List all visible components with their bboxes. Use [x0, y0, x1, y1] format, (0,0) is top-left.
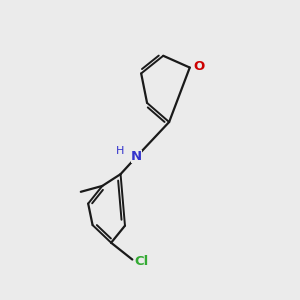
Text: O: O: [193, 60, 204, 73]
Text: N: N: [131, 150, 142, 163]
Text: Cl: Cl: [134, 254, 148, 268]
Text: H: H: [116, 146, 125, 156]
